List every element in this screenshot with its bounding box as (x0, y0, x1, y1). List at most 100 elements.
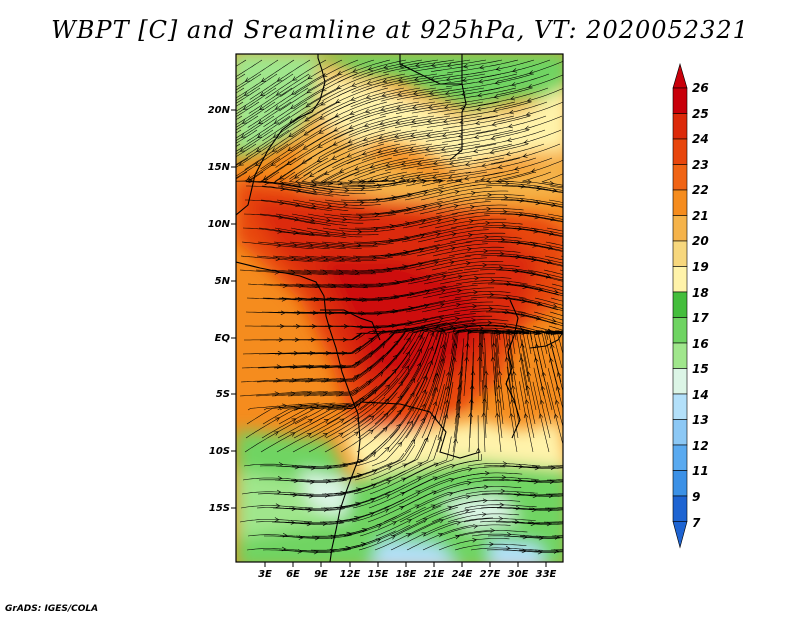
streamline (351, 494, 419, 523)
streamline-arrow (421, 532, 427, 537)
streamline (567, 526, 635, 550)
streamline-arrow (532, 243, 538, 248)
streamline-arrow (507, 123, 513, 129)
streamline (386, 213, 458, 229)
streamline (401, 325, 453, 369)
streamline (497, 61, 563, 82)
streamline (259, 213, 332, 226)
streamline-arrow (545, 274, 551, 279)
streamline-arrow (408, 306, 414, 311)
streamline-arrow (326, 217, 332, 223)
streamline-arrow (457, 274, 463, 280)
streamline (514, 479, 563, 483)
streamline-arrow (456, 398, 462, 404)
colorbar-label: 19 (692, 260, 709, 274)
streamline (476, 115, 547, 134)
streamline-arrow (325, 231, 331, 236)
streamline-arrow (571, 533, 575, 537)
streamline-arrow (312, 310, 318, 316)
streamline (236, 115, 275, 142)
streamline (423, 517, 494, 537)
streamline (249, 59, 311, 100)
streamline-arrow (367, 66, 373, 71)
streamline (534, 297, 563, 306)
streamline-arrow (514, 268, 520, 274)
streamline (327, 376, 390, 411)
streamline (515, 465, 563, 468)
streamline-arrow (494, 80, 500, 85)
streamline-arrow (425, 275, 431, 280)
streamline-arrow (276, 77, 282, 82)
streamline (495, 88, 563, 110)
streamline-arrow (405, 178, 411, 183)
streamline (532, 199, 563, 206)
streamline (240, 255, 313, 263)
streamline (493, 115, 563, 137)
streamline (240, 505, 313, 509)
streamline-arrow (563, 328, 568, 332)
colorbar-swatch (672, 113, 688, 140)
colorbar-label: 15 (692, 362, 709, 376)
streamline (236, 129, 274, 155)
streamline (408, 143, 481, 156)
streamline (256, 378, 329, 383)
streamline (411, 101, 484, 114)
streamline (478, 87, 549, 106)
streamline-arrow (424, 303, 430, 309)
streamline-arrow (457, 384, 462, 390)
streamline (444, 101, 516, 115)
streamline-arrow (504, 356, 510, 362)
streamline (454, 352, 464, 425)
streamline (518, 549, 563, 552)
streamline (245, 199, 317, 210)
streamline-arrow (346, 153, 352, 158)
streamline (339, 157, 409, 181)
streamline-arrow (490, 135, 496, 141)
streamline (383, 59, 455, 74)
streamline-arrow (510, 398, 515, 404)
streamline (503, 535, 563, 539)
streamline-arrow (564, 506, 568, 510)
streamline-arrow (380, 343, 386, 349)
streamline (436, 381, 454, 453)
streamline-arrow (407, 320, 413, 325)
streamline (511, 521, 563, 525)
streamline-arrow (429, 331, 435, 337)
streamline-arrow (524, 399, 530, 405)
streamline-arrow (353, 431, 359, 436)
streamline (531, 465, 563, 467)
streamline (274, 143, 337, 182)
streamline (543, 521, 563, 523)
streamline-arrow (579, 262, 583, 266)
lat-label: 15S (209, 503, 230, 514)
streamline (368, 477, 435, 509)
streamline (389, 377, 429, 439)
streamline-arrow (275, 91, 281, 96)
streamline-arrow (399, 175, 405, 180)
streamline (307, 73, 374, 105)
streamline (290, 129, 354, 166)
streamline (402, 213, 474, 229)
streamline (516, 199, 563, 208)
streamline (245, 407, 311, 439)
streamline (243, 463, 316, 467)
streamline (531, 213, 563, 220)
streamline (463, 332, 478, 397)
streamline (388, 312, 460, 327)
streamline (239, 519, 312, 523)
streamline (357, 189, 429, 201)
streamline (528, 507, 563, 510)
streamline (443, 115, 515, 129)
streamline-arrow (430, 62, 436, 68)
streamline-arrow (568, 189, 572, 193)
streamline-arrow (328, 189, 334, 194)
streamline-arrow (473, 290, 479, 295)
colorbar (672, 62, 688, 549)
streamline-arrow (371, 483, 377, 488)
streamline (289, 241, 362, 249)
streamline-arrow (402, 264, 408, 269)
streamline (278, 297, 351, 301)
streamline-arrow (361, 151, 367, 156)
streamline-arrow (271, 147, 277, 152)
streamline-arrow (357, 229, 363, 234)
